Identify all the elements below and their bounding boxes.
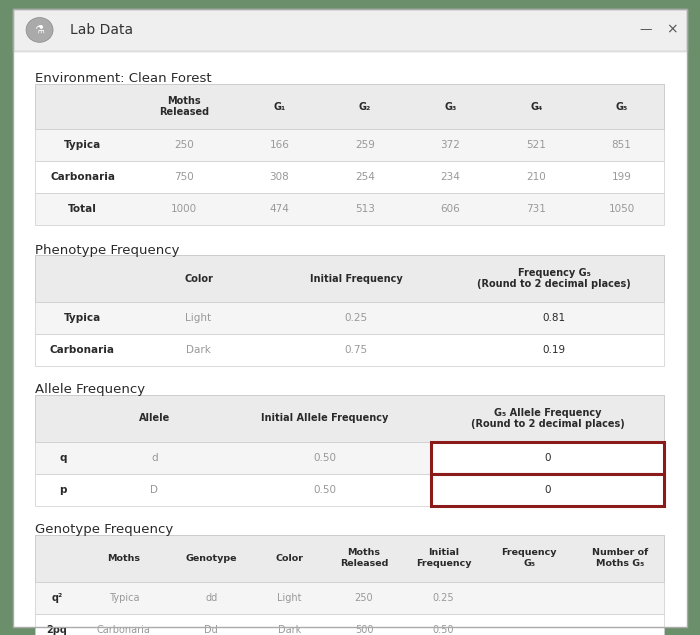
Text: 250: 250 (355, 592, 373, 603)
Bar (35, 84, 664, 129)
Circle shape (26, 18, 53, 43)
Text: Lab Data: Lab Data (70, 23, 133, 37)
Bar (35, 582, 664, 614)
Text: Initial
Frequency: Initial Frequency (416, 549, 471, 568)
Bar (35, 334, 664, 366)
Text: dd: dd (205, 592, 218, 603)
Bar (35, 129, 664, 161)
Text: 166: 166 (270, 140, 289, 150)
Text: 259: 259 (355, 140, 375, 150)
Text: 0.81: 0.81 (542, 313, 566, 323)
Text: Light: Light (277, 592, 302, 603)
Text: Carbonaria: Carbonaria (97, 625, 150, 635)
Text: G₅ Allele Frequency
(Round to 2 decimal places): G₅ Allele Frequency (Round to 2 decimal … (471, 408, 625, 429)
Bar (35, 614, 664, 635)
Text: Total: Total (69, 204, 97, 214)
Text: d: d (151, 453, 158, 463)
Text: Typica: Typica (108, 592, 139, 603)
Text: 474: 474 (270, 204, 289, 214)
Text: 199: 199 (612, 172, 631, 182)
Text: 0.50: 0.50 (433, 625, 454, 635)
Text: 0: 0 (545, 485, 551, 495)
Text: 0: 0 (545, 453, 551, 463)
Text: 521: 521 (526, 140, 546, 150)
Text: 234: 234 (441, 172, 461, 182)
Text: Moths
Released: Moths Released (159, 96, 209, 117)
Text: G₂: G₂ (359, 102, 371, 112)
Text: 0.50: 0.50 (313, 485, 336, 495)
Bar (35, 442, 664, 474)
Text: 0.19: 0.19 (542, 345, 566, 356)
Bar (35, 535, 664, 582)
Text: 851: 851 (612, 140, 631, 150)
Bar (35, 474, 664, 506)
Text: Allele: Allele (139, 413, 170, 424)
Text: 606: 606 (441, 204, 461, 214)
Text: 250: 250 (174, 140, 194, 150)
Bar (35, 255, 664, 302)
Text: Color: Color (184, 274, 213, 284)
Text: 0.25: 0.25 (433, 592, 454, 603)
Text: q²: q² (52, 592, 63, 603)
Bar (35, 395, 664, 442)
Text: 0.50: 0.50 (313, 453, 336, 463)
Text: Genotype: Genotype (186, 554, 237, 563)
Text: G₃: G₃ (444, 102, 456, 112)
Text: Initial Allele Frequency: Initial Allele Frequency (261, 413, 389, 424)
Bar (13, 9, 687, 51)
Text: ×: × (666, 23, 678, 37)
Text: G₄: G₄ (530, 102, 542, 112)
Text: 500: 500 (355, 625, 373, 635)
Text: 1050: 1050 (608, 204, 635, 214)
Text: Dark: Dark (186, 345, 211, 356)
Text: 0.75: 0.75 (344, 345, 368, 356)
Text: D: D (150, 485, 158, 495)
Text: Dark: Dark (278, 625, 301, 635)
Text: Frequency
G₅: Frequency G₅ (502, 549, 557, 568)
Text: 0.25: 0.25 (344, 313, 368, 323)
Text: Allele Frequency: Allele Frequency (35, 384, 145, 396)
Bar (35, 161, 664, 193)
Text: 731: 731 (526, 204, 546, 214)
Text: 1000: 1000 (171, 204, 197, 214)
Text: Light: Light (186, 313, 211, 323)
Text: 254: 254 (355, 172, 375, 182)
Text: 210: 210 (526, 172, 546, 182)
Bar (13, 51, 687, 52)
Text: Typica: Typica (64, 313, 101, 323)
Text: G₁: G₁ (274, 102, 286, 112)
Text: —: — (640, 23, 652, 36)
Text: Moths: Moths (107, 554, 141, 563)
Text: Carbonaria: Carbonaria (50, 172, 116, 182)
Bar (35, 193, 664, 225)
Text: Phenotype Frequency: Phenotype Frequency (35, 244, 179, 257)
Text: Color: Color (275, 554, 303, 563)
Text: 513: 513 (355, 204, 375, 214)
Text: Number of
Moths G₅: Number of Moths G₅ (592, 549, 648, 568)
Text: Moths
Released: Moths Released (340, 549, 388, 568)
Text: ⚗: ⚗ (34, 25, 45, 35)
Text: Carbonaria: Carbonaria (50, 345, 115, 356)
Text: 750: 750 (174, 172, 194, 182)
Text: Frequency G₅
(Round to 2 decimal places): Frequency G₅ (Round to 2 decimal places) (477, 268, 631, 290)
Text: q: q (60, 453, 67, 463)
Bar (431, 474, 664, 506)
Text: G₅: G₅ (615, 102, 628, 112)
Bar (35, 302, 664, 334)
Text: Initial Frequency: Initial Frequency (309, 274, 402, 284)
Text: 308: 308 (270, 172, 289, 182)
Text: 2pq: 2pq (47, 625, 67, 635)
Text: Genotype Frequency: Genotype Frequency (35, 523, 173, 536)
Text: p: p (60, 485, 67, 495)
Text: Environment: Clean Forest: Environment: Clean Forest (35, 72, 211, 84)
Text: Typica: Typica (64, 140, 102, 150)
Text: 372: 372 (441, 140, 461, 150)
Bar (431, 442, 664, 474)
Text: Dd: Dd (204, 625, 218, 635)
